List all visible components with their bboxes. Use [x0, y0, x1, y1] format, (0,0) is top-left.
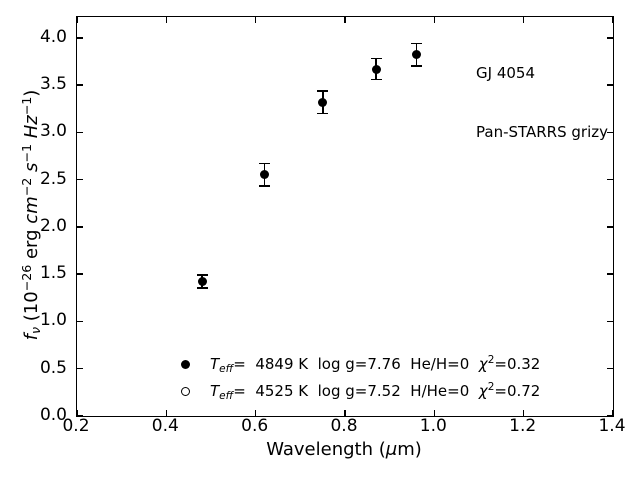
- annotation-survey-name: Pan-STARRS grizy: [476, 122, 609, 141]
- legend2-chi-value: =0.72: [494, 381, 541, 400]
- y-tick-label: 0.5: [39, 357, 67, 378]
- y-major-tick-left: [77, 415, 83, 417]
- error-bar-cap-bottom: [196, 287, 208, 290]
- x-major-tick-bottom: [522, 410, 525, 416]
- y-major-tick-right: [607, 367, 613, 370]
- legend1-eff-subscript: eff: [219, 362, 234, 375]
- ylabel-f: f: [21, 334, 42, 341]
- y-major-tick-right: [607, 273, 613, 275]
- plot-area: GJ 4054 Pan-STARRS grizy Teff= 4849 K lo…: [76, 16, 614, 417]
- x-major-tick-bottom: [76, 410, 78, 416]
- y-major-tick-right: [607, 84, 613, 86]
- data-point-g: [197, 277, 207, 287]
- error-bar-cap-bottom: [317, 112, 329, 115]
- y-major-tick-right: [607, 178, 613, 181]
- y-major-tick-right: [607, 131, 613, 134]
- x-tick-label: 0.6: [241, 416, 269, 436]
- y-tick-label: 3.0: [39, 121, 67, 142]
- legend-row-model-1: Teff= 4849 K log g=7.76 He/H=0 χ2=0.32: [181, 354, 540, 375]
- data-point-z: [371, 64, 381, 74]
- x-major-tick-top: [165, 17, 168, 23]
- x-major-tick-bottom: [165, 410, 168, 416]
- y-major-tick-left: [77, 178, 83, 181]
- legend1-chi: χ: [478, 354, 488, 373]
- legend-row-model-2: Teff= 4525 K log g=7.52 H/He=0 χ2=0.72: [181, 381, 540, 402]
- y-major-tick-right: [607, 37, 613, 39]
- y-tick-label: 1.0: [39, 310, 67, 331]
- x-tick-label: 1.0: [419, 416, 447, 436]
- filled-circle-icon: [181, 359, 190, 369]
- y-tick-label: 1.5: [39, 263, 67, 284]
- legend2-T: T: [210, 381, 220, 400]
- open-circle-icon: [181, 386, 190, 396]
- legend2-parameters: = 4525 K log g=7.52 H/He=0: [233, 381, 479, 400]
- error-bar-cap-bottom: [410, 65, 422, 68]
- x-tick-label: 0.8: [330, 416, 358, 436]
- legend1-parameters: = 4849 K log g=7.76 He/H=0: [233, 354, 479, 373]
- legend1-T: T: [210, 354, 220, 373]
- legend1-chi-value: =0.32: [494, 354, 541, 373]
- x-major-tick-bottom: [344, 410, 346, 416]
- ylabel-exp-1b: −1: [19, 96, 34, 116]
- x-major-tick-bottom: [433, 410, 436, 416]
- y-tick-label: 2.0: [39, 215, 67, 236]
- xlabel-unit-close: m): [397, 439, 422, 460]
- y-major-tick-left: [77, 273, 83, 275]
- data-point-i: [318, 97, 328, 107]
- y-major-tick-right: [607, 320, 613, 323]
- error-bar-cap-top: [410, 42, 422, 45]
- y-tick-label: 0.0: [39, 405, 67, 425]
- error-bar-cap-bottom: [259, 185, 271, 188]
- legend2-eff-subscript: eff: [219, 389, 234, 402]
- x-major-tick-bottom: [254, 410, 257, 416]
- legend2-chi: χ: [478, 381, 488, 400]
- data-point-y: [411, 50, 421, 60]
- x-tick-label: 0.4: [151, 416, 179, 436]
- y-tick-label: 3.5: [39, 74, 67, 95]
- legend2-chi-exponent: 2: [487, 380, 495, 393]
- error-bar-cap-top: [259, 162, 271, 165]
- x-major-tick-top: [522, 17, 525, 23]
- x-major-tick-top: [344, 17, 346, 23]
- x-major-tick-top: [612, 17, 614, 23]
- xlabel-mu: μ: [385, 439, 398, 460]
- x-major-tick-top: [76, 17, 78, 23]
- legend1-chi-exponent: 2: [487, 353, 495, 366]
- y-major-tick-left: [77, 320, 83, 323]
- y-major-tick-right: [607, 226, 613, 228]
- data-point-r: [260, 170, 270, 180]
- x-major-tick-bottom: [612, 410, 614, 416]
- error-bar-cap-bottom: [370, 78, 382, 81]
- y-major-tick-left: [77, 367, 83, 370]
- legend-text-model-2: Teff= 4525 K log g=7.52 H/He=0 χ2=0.72: [210, 381, 540, 402]
- y-tick-label: 4.0: [39, 26, 67, 47]
- y-major-tick-left: [77, 131, 83, 134]
- y-major-tick-right: [607, 415, 613, 417]
- x-major-tick-top: [433, 17, 436, 23]
- x-tick-label: 1.2: [509, 416, 537, 436]
- x-major-tick-top: [254, 17, 257, 23]
- annotation: GJ 4054 Pan-STARRS grizy: [476, 25, 608, 181]
- legend-text-model-1: Teff= 4849 K log g=7.76 He/H=0 χ2=0.32: [210, 354, 540, 375]
- xlabel-text: Wavelength (: [266, 439, 386, 460]
- x-tick-label: 1.4: [598, 416, 626, 436]
- x-axis-label: Wavelength (μm): [76, 438, 612, 462]
- y-major-tick-left: [77, 226, 83, 228]
- ylabel-exp-1a: −1: [19, 143, 34, 163]
- error-bar-cap-top: [317, 89, 329, 92]
- y-major-tick-left: [77, 37, 83, 39]
- y-major-tick-left: [77, 84, 83, 86]
- y-tick-label: 2.5: [39, 168, 67, 189]
- annotation-target-name: GJ 4054: [476, 64, 535, 82]
- error-bar-cap-top: [196, 274, 208, 277]
- error-bar-cap-top: [370, 57, 382, 60]
- x-tick-label: 0.2: [62, 416, 90, 436]
